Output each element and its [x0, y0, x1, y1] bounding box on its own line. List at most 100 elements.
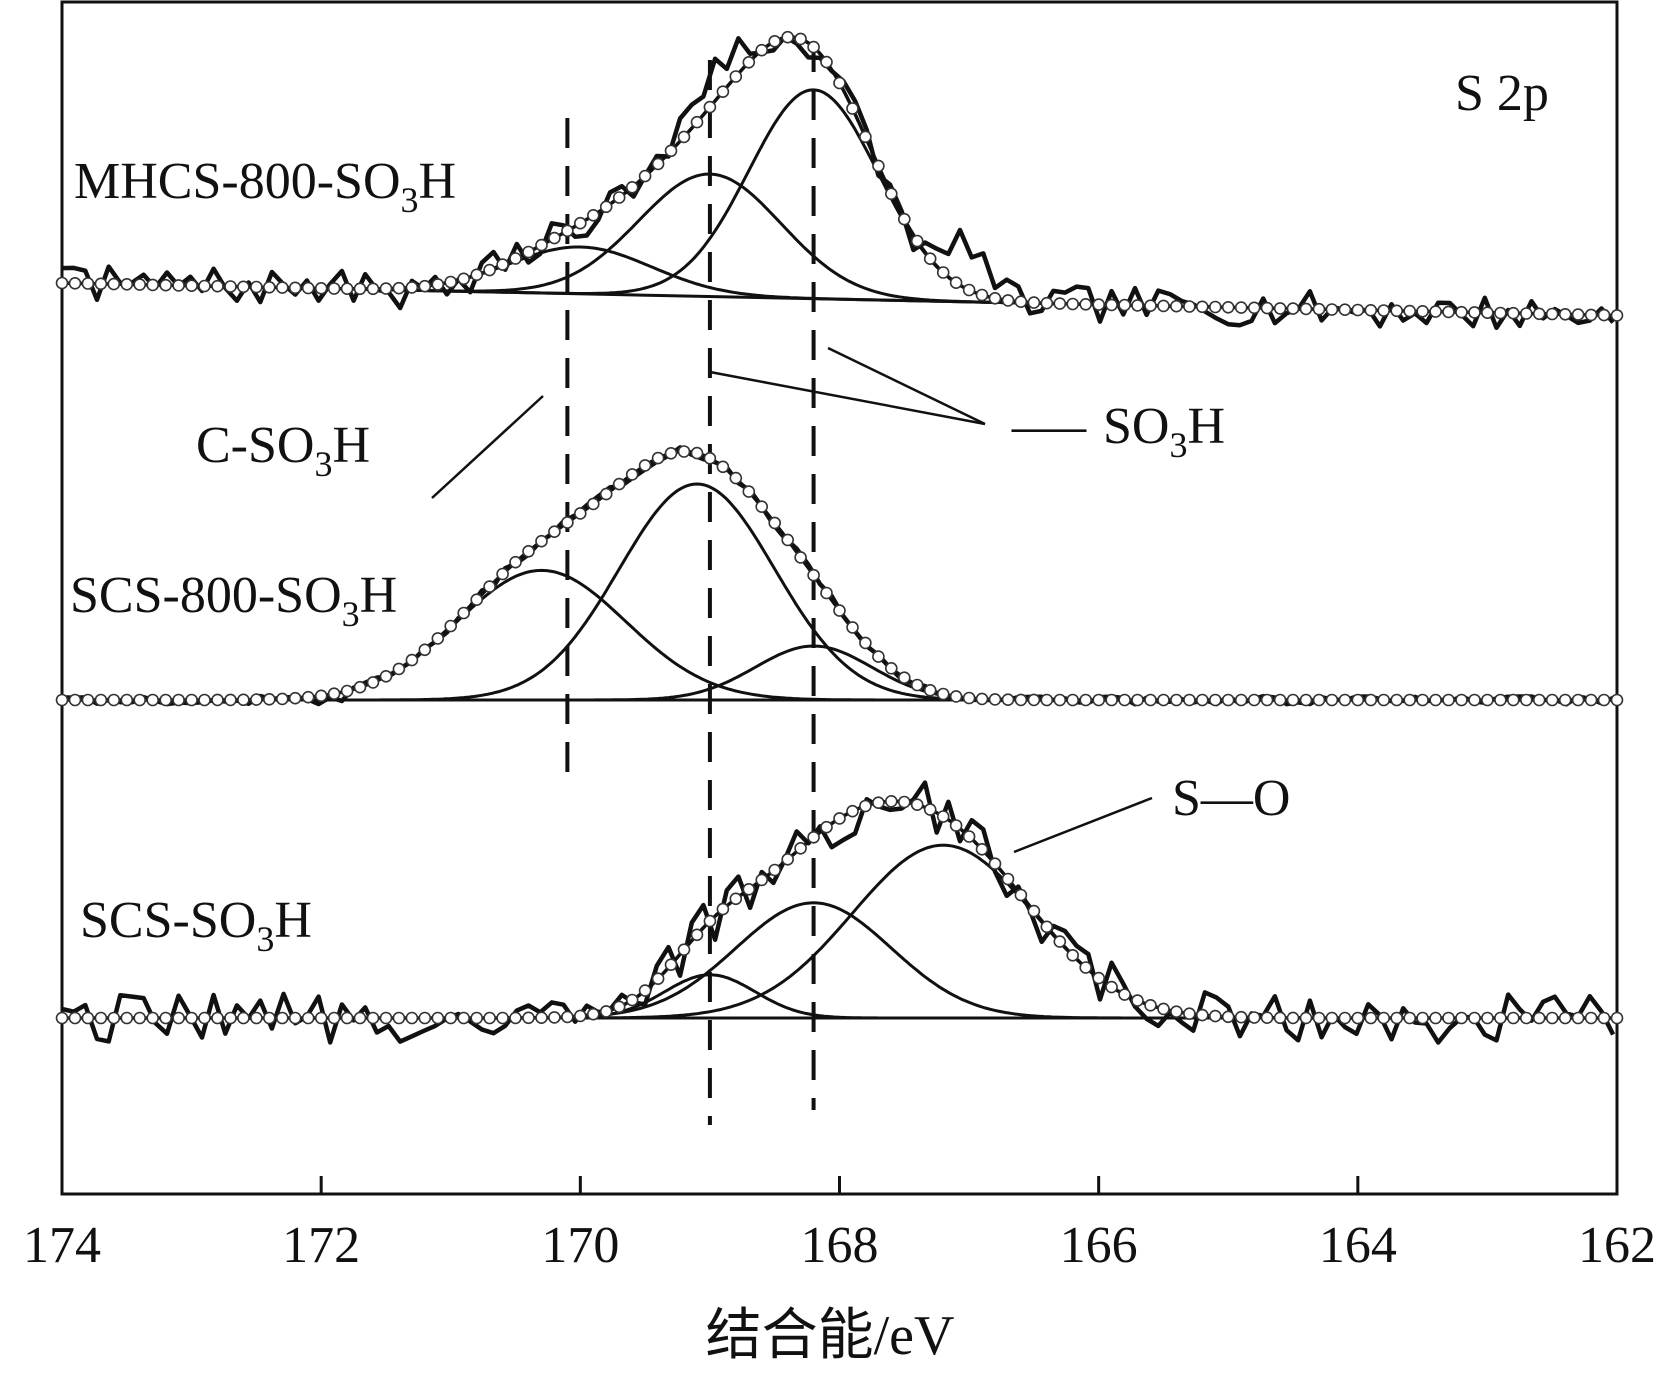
annotation-so3h: SO3H — [1103, 398, 1225, 465]
fit-marker — [1351, 693, 1365, 707]
fit-component-168.2 — [62, 644, 1617, 702]
annotation-c-so3h-leader — [431, 395, 544, 499]
fit-marker — [561, 1010, 574, 1024]
fit-marker — [327, 282, 341, 295]
fit-marker — [1416, 1011, 1429, 1025]
fit-marker — [599, 200, 613, 214]
fit-marker — [1286, 1011, 1300, 1025]
fit-marker — [353, 282, 367, 296]
fit-marker — [768, 863, 782, 877]
fit-marker — [340, 1011, 354, 1025]
fit-marker — [781, 533, 795, 547]
fit-marker — [483, 580, 496, 593]
fit-marker — [872, 159, 885, 173]
fit-marker — [1209, 1009, 1222, 1023]
fit-marker — [1118, 298, 1131, 312]
fit-marker — [690, 446, 704, 460]
fit-marker — [962, 830, 976, 843]
fit-marker — [1364, 303, 1378, 317]
fit-marker — [1610, 309, 1624, 322]
fit-marker — [1571, 1011, 1585, 1025]
fit-marker — [1610, 1011, 1624, 1025]
fit-marker — [120, 693, 134, 707]
fit-marker — [340, 282, 354, 296]
fit-marker — [1286, 302, 1300, 315]
fit-marker — [833, 604, 846, 617]
fit-marker — [1325, 303, 1339, 316]
fit-marker — [755, 500, 769, 514]
fit-marker — [1416, 693, 1429, 707]
fit-marker — [1299, 1011, 1313, 1025]
fit-marker — [962, 283, 976, 297]
fit-marker — [431, 278, 445, 291]
fit-marker — [742, 55, 756, 69]
fit-marker — [379, 282, 393, 295]
fit-marker — [949, 690, 963, 703]
fit-marker — [1545, 1011, 1559, 1025]
fit-marker — [1442, 305, 1455, 319]
fit-marker — [1196, 1008, 1209, 1022]
fit-marker — [599, 487, 613, 501]
fit-marker — [1001, 693, 1015, 707]
fit-marker — [81, 277, 95, 290]
fit-marker — [755, 43, 769, 57]
annotation-s-o-leader — [1013, 796, 1153, 854]
fit-marker — [301, 1011, 315, 1025]
fit-marker — [703, 100, 717, 114]
fit-marker — [716, 85, 730, 98]
fit-marker — [1312, 693, 1326, 707]
fit-marker — [327, 687, 341, 701]
fit-marker — [107, 693, 121, 707]
fit-marker — [470, 1011, 484, 1025]
fit-marker — [1571, 693, 1585, 707]
annotation-so3h-dash: — — [1011, 398, 1088, 455]
fit-marker — [1144, 299, 1157, 313]
fit-marker — [522, 1011, 535, 1025]
fit-marker — [431, 632, 445, 645]
fit-marker — [561, 224, 574, 238]
fit-marker — [859, 130, 872, 144]
fit-marker — [1273, 302, 1287, 315]
fit-marker — [198, 693, 211, 707]
annotation-so3h-leader-1 — [709, 370, 986, 426]
fit-marker — [638, 459, 652, 472]
fit-marker — [651, 157, 665, 171]
fit-marker — [1351, 1011, 1365, 1025]
fit-marker — [1455, 305, 1468, 319]
fit-marker — [1144, 693, 1157, 707]
fit-marker — [224, 693, 237, 707]
fit-marker — [884, 794, 898, 808]
fit-marker — [716, 460, 730, 474]
fit-marker — [237, 693, 250, 707]
fit-marker — [392, 662, 406, 676]
fit-marker — [1234, 301, 1248, 314]
fit-marker — [716, 902, 730, 916]
fit-marker — [146, 278, 159, 292]
fit-marker — [1183, 1007, 1196, 1021]
fit-marker — [1196, 300, 1209, 314]
fit-marker — [586, 1007, 600, 1021]
fit-marker — [755, 873, 769, 887]
fit-marker — [1481, 1011, 1494, 1025]
fit-marker — [1092, 693, 1105, 707]
fit-marker — [288, 1011, 302, 1025]
fit-marker — [1545, 307, 1559, 321]
annotation-so3h-leader-2 — [827, 346, 986, 426]
fit-marker — [535, 534, 548, 548]
fit-marker — [1494, 1011, 1507, 1025]
fit-marker — [1351, 303, 1365, 317]
fit-marker — [975, 692, 989, 706]
fit-marker — [262, 280, 276, 294]
spectra — [55, 30, 1624, 1045]
fit-marker — [1403, 693, 1416, 707]
fit-marker — [1040, 693, 1054, 707]
fit-marker — [68, 1011, 82, 1025]
fit-marker — [781, 852, 795, 866]
fit-marker — [120, 1011, 134, 1025]
fit-marker — [1170, 1005, 1183, 1019]
fit-marker — [1520, 1011, 1533, 1025]
fit-marker — [612, 191, 626, 204]
fit-marker — [884, 187, 898, 201]
annotation-s-o: S—O — [1172, 770, 1290, 827]
fit-marker — [612, 477, 626, 491]
